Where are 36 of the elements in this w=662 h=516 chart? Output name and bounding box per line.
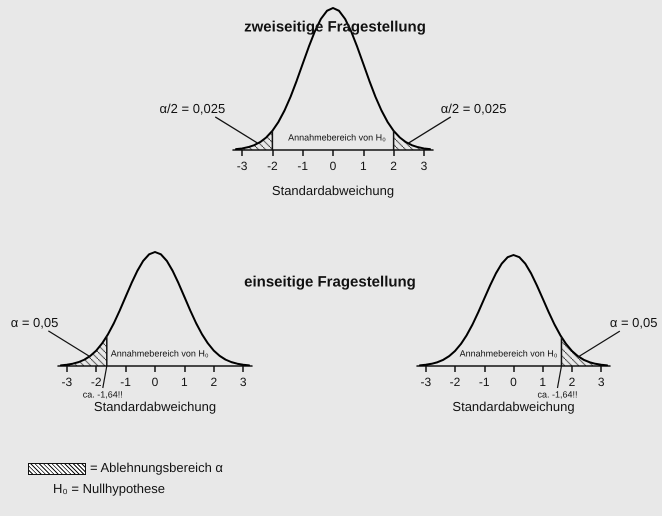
annotation: Annahmebereich von H₀	[288, 132, 386, 142]
ref-line-label: ca. -1,64!!	[537, 390, 578, 400]
x-tick-label: 3	[420, 159, 428, 173]
x-tick-label: -1	[120, 375, 132, 389]
x-tick-label: -3	[420, 375, 432, 389]
x-tick-label: 1	[181, 375, 188, 389]
x-tick-label: -2	[450, 375, 461, 389]
x-tick-label: 3	[598, 375, 605, 389]
text: = Ablehnungsbereich α	[90, 460, 223, 475]
x-tick-label: 0	[510, 375, 518, 389]
annotation: Annahmebereich von H₀	[110, 348, 209, 358]
x-tick-label: 2	[568, 375, 576, 389]
x-tick-label: 2	[390, 159, 398, 173]
x-tick-label: -1	[297, 159, 308, 173]
x-tick-label: 1	[539, 375, 546, 389]
annotation: Annahmebereich von H₀	[460, 348, 558, 358]
x-tick-label: -1	[478, 375, 490, 389]
annotation: α/2 = 0,025	[440, 100, 506, 116]
annotation: α = 0,05	[610, 315, 658, 330]
x-tick-label: -2	[267, 159, 278, 173]
x-tick-label: -3	[61, 375, 72, 389]
x-tick-label: 0	[330, 159, 337, 173]
text: einseitige Fragestellung	[244, 274, 416, 290]
x-tick-label: 3	[240, 375, 247, 389]
x-axis-title: Standardabweichung	[272, 183, 394, 198]
annotation: α = 0,05	[10, 314, 58, 330]
x-tick-label: -3	[236, 159, 248, 173]
x-tick-label: 2	[210, 375, 218, 389]
x-tick-label: 1	[360, 159, 367, 173]
ref-line-label: ca. -1,64!!	[82, 390, 123, 400]
annotation: α/2 = 0,025	[160, 100, 226, 116]
x-axis-title: Standardabweichung	[94, 399, 216, 414]
x-tick-label: -2	[90, 375, 102, 389]
text: H₀ = Nullhypothese	[53, 481, 165, 496]
x-tick-label: 0	[152, 375, 159, 389]
x-axis-title: Standardabweichung	[452, 399, 575, 414]
